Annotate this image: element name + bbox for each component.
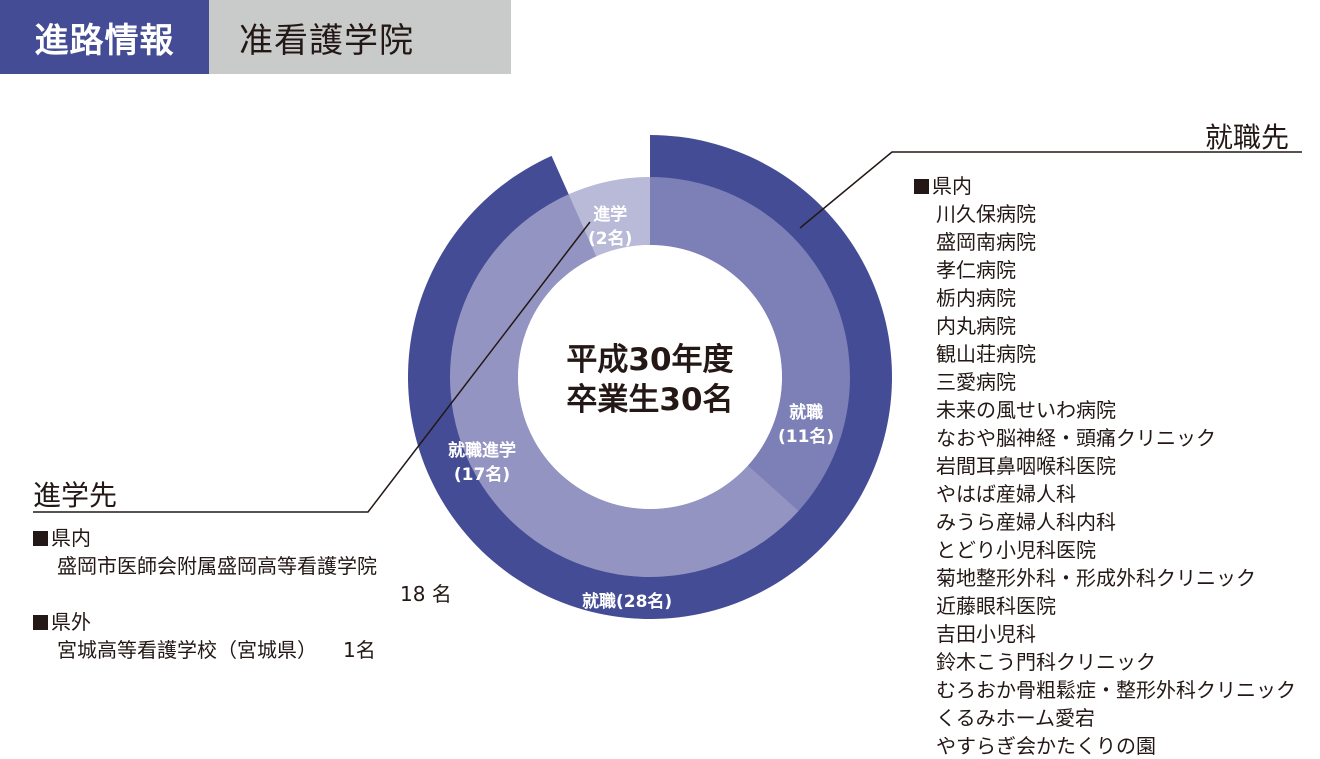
header-tag: 進路情報 — [0, 0, 209, 74]
employment-list-item: 鈴木こう門科クリニック — [936, 650, 1156, 674]
employment-list-item: 孝仁病院 — [936, 258, 1016, 282]
outer-segment-name: 就職 — [582, 592, 616, 612]
inner-segment-label-employ-advance: 就職進学 (17名) — [448, 439, 516, 487]
outer-segment-label: 就職(28名) — [582, 590, 672, 614]
employment-list-item: むろおか骨粗鬆症・整形外科クリニック — [936, 678, 1296, 702]
employment-list-item: くるみホーム愛宕 — [936, 706, 1095, 730]
inner-ring-segment — [650, 177, 850, 511]
inner-segment-name: 進学 — [593, 205, 628, 225]
square-bullet-icon — [33, 615, 48, 630]
square-bullet-icon — [914, 179, 929, 194]
donut-hole — [518, 245, 782, 509]
employment-list-item: 観山荘病院 — [936, 342, 1036, 366]
employment-list-item: 内丸病院 — [936, 314, 1016, 338]
employment-list-item: 川久保病院 — [936, 202, 1036, 226]
employment-in-pref-heading: 県内 — [914, 172, 972, 200]
advancement-out-pref-heading: 県外 — [33, 608, 91, 636]
advancement-in-pref-count: 18 名 — [400, 582, 452, 606]
advancement-in-pref-heading: 県内 — [33, 524, 91, 552]
employment-list-item: 栃内病院 — [936, 286, 1016, 310]
inner-segment-count: (11名) — [778, 427, 835, 447]
square-bullet-icon — [33, 531, 48, 546]
header-title: 准看護学院 — [209, 0, 511, 74]
employment-list-item: やはば産婦人科 — [936, 482, 1076, 506]
inner-segment-name: 就職 — [789, 403, 824, 423]
employment-leader-line — [799, 151, 1302, 229]
advancement-heading: 進学先 — [33, 479, 118, 512]
employment-heading: 就職先 — [1205, 121, 1290, 154]
center-label-line-1: 平成30年度 — [566, 342, 734, 378]
center-label: 平成30年度 卒業生30名 — [510, 340, 790, 420]
employment-list-item: 吉田小児科 — [936, 622, 1036, 646]
advancement-in-pref-label: 県内 — [51, 526, 91, 550]
employment-list-item: 岩間耳鼻咽喉科医院 — [936, 454, 1116, 478]
inner-segment-count: (2名) — [588, 229, 633, 249]
employment-list-item: 盛岡南病院 — [936, 230, 1036, 254]
advancement-in-pref-school: 盛岡市医師会附属盛岡高等看護学院 — [57, 554, 377, 578]
employment-list-item: 三愛病院 — [936, 370, 1016, 394]
outer-segment-count: (28名) — [616, 592, 673, 612]
employment-list: 川久保病院盛岡南病院孝仁病院栃内病院内丸病院観山荘病院三愛病院未来の風せいわ病院… — [936, 200, 1296, 759]
advancement-out-pref-count: 1名 — [343, 638, 376, 662]
employment-list-item: 菊地整形外科・形成外科クリニック — [936, 566, 1256, 590]
employment-list-item: みうら産婦人科内科 — [936, 510, 1116, 534]
inner-segment-count: (17名) — [453, 465, 511, 485]
employment-list-item: 近藤眼科医院 — [936, 594, 1056, 618]
advancement-leader-line — [33, 221, 591, 513]
advancement-out-pref-school: 宮城高等看護学校（宮城県） — [57, 638, 317, 662]
employment-in-pref-label: 県内 — [932, 174, 972, 198]
inner-segment-name: 就職進学 — [448, 441, 516, 461]
inner-ring-segment — [568, 177, 650, 257]
employment-list-item: なおや脳神経・頭痛クリニック — [936, 426, 1216, 450]
advancement-out-pref-label: 県外 — [51, 610, 91, 634]
center-label-line-2: 卒業生30名 — [566, 382, 734, 418]
employment-list-item: やすらぎ会かたくりの園 — [936, 734, 1156, 758]
employment-list-item: とどり小児科医院 — [936, 538, 1096, 562]
inner-segment-label-employ: 就職 (11名) — [778, 401, 834, 449]
inner-segment-label-advance: 進学 (2名) — [588, 203, 632, 251]
advancement-out-pref-line: 宮城高等看護学校（宮城県） 1名 — [57, 636, 376, 664]
employment-list-item: 未来の風せいわ病院 — [936, 398, 1116, 422]
